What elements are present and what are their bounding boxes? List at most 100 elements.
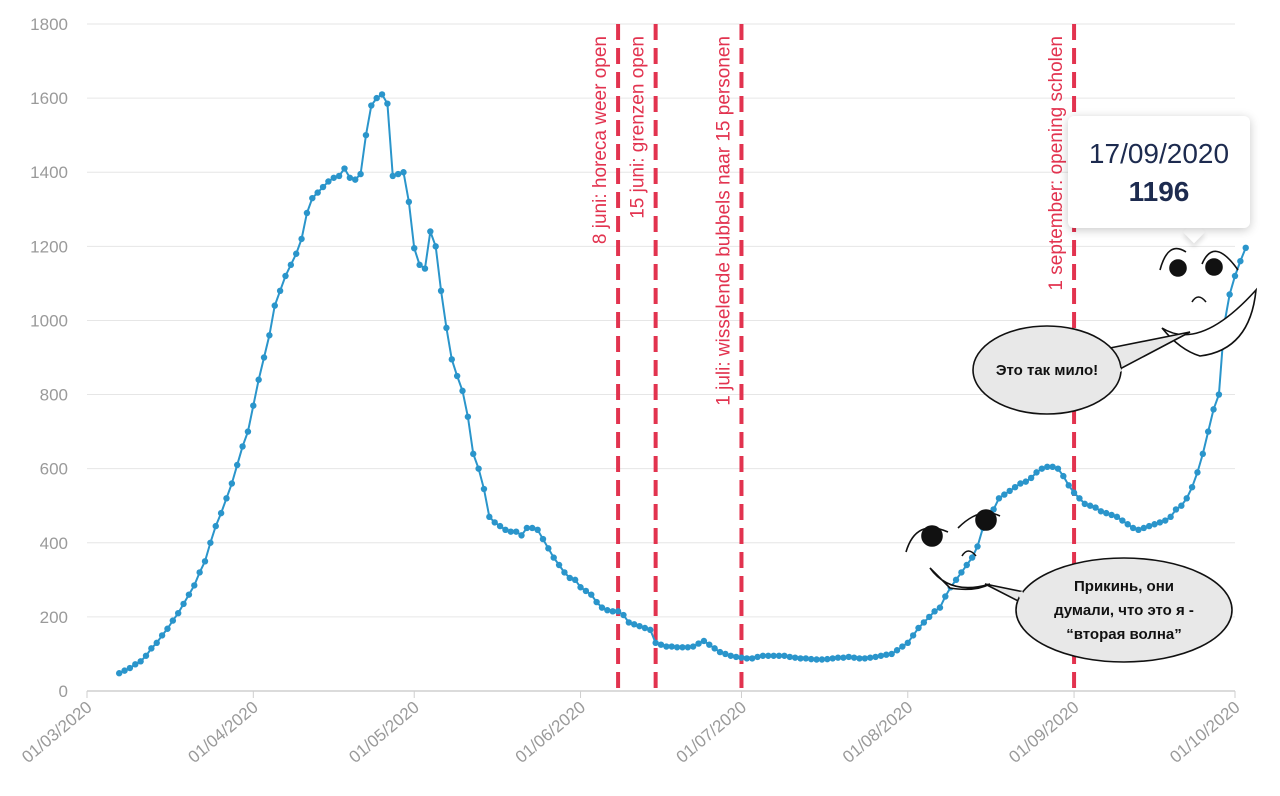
data-point [260,354,268,361]
data-point [1001,491,1008,498]
data-point [250,402,257,409]
x-tick-label: 01/07/2020 [673,698,750,767]
data-point [335,172,343,180]
y-tick-label: 1600 [30,89,68,108]
data-point [405,198,413,206]
data-point [153,639,160,647]
data-point [523,524,531,532]
data-point [786,653,793,661]
data-point [840,654,847,661]
speech-bubble-bottom: Прикинь, они думали, что это я - “вторая… [984,557,1233,663]
data-point [1011,483,1019,491]
data-point [630,621,638,628]
data-point [942,593,949,600]
data-point [464,413,472,420]
data-point [421,265,429,272]
data-point [1092,504,1099,511]
data-point [148,645,155,652]
data-point [459,387,466,395]
data-point [276,287,284,294]
data-point [1022,478,1029,485]
data-point [287,261,295,269]
data-point [437,287,445,294]
data-point [394,170,402,178]
data-point [293,250,300,257]
data-point [909,632,917,639]
data-point [582,587,590,595]
data-point [1156,519,1164,526]
data-point [271,302,278,309]
data-point [824,655,831,663]
data-point [700,637,708,645]
data-point [507,528,514,535]
x-tick-label: 01/05/2020 [345,698,422,767]
data-point [888,650,895,658]
data-point [432,243,439,250]
data-point [496,522,504,530]
event-label: 15 juni: grenzen open [628,36,649,219]
data-point [1124,521,1131,528]
data-point [486,513,493,521]
data-point [1049,463,1056,471]
cartoon-face-bottom [905,509,1001,591]
data-point [234,461,241,469]
data-point [657,641,665,648]
data-point [625,619,633,626]
data-point [512,528,520,535]
data-point [314,189,321,196]
data-point [706,641,713,648]
data-point [1033,469,1040,476]
speech-bubble-top: Это так мило! [972,325,1191,415]
data-point [201,558,209,565]
data-point [883,651,890,658]
data-point [309,194,316,202]
data-point [1237,257,1244,265]
data-point [346,174,354,181]
data-point [614,608,622,615]
data-point [518,532,525,539]
data-point [1113,513,1121,521]
data-point [893,647,901,654]
data-point [1006,487,1013,495]
data-point [668,643,675,650]
data-point [121,667,128,674]
data-point [534,526,541,534]
data-point [748,655,756,662]
data-point [1231,272,1239,280]
data-point [1210,406,1217,413]
data-point [588,591,595,598]
data-point [1065,482,1072,489]
data-point [1038,465,1046,472]
data-point [604,607,611,614]
bubble-top-text: Это так мило! [996,362,1098,379]
data-point [1140,524,1148,532]
y-axis: 0 200 400 600 800 1000 1200 1400 1600 1800 [30,15,68,701]
data-point [689,643,697,650]
data-point [212,522,219,530]
data-point [818,656,826,663]
x-tick-label: 01/10/2020 [1166,698,1243,767]
data-point [1017,480,1024,487]
data-point [319,183,327,191]
data-point [400,169,407,176]
y-tick-label: 400 [40,534,68,553]
y-tick-label: 1000 [30,311,68,330]
data-point [652,639,659,647]
data-point [453,372,461,380]
tooltip-date: 17/09/2020 [1088,138,1230,169]
data-point [856,655,863,662]
data-point [303,209,311,217]
data-point [952,576,960,584]
y-tick-label: 1800 [30,15,68,34]
data-point [529,524,536,532]
data-point [904,639,911,647]
data-point [1086,502,1094,509]
event-label: 8 juni: horeca weer open [590,36,611,244]
data-point [427,228,434,235]
data-point [1129,524,1137,532]
data-point [598,604,606,611]
data-point [958,569,965,576]
data-point [620,611,627,619]
data-point [1226,291,1233,298]
event-label: 1 september: opening scholen [1046,36,1067,291]
